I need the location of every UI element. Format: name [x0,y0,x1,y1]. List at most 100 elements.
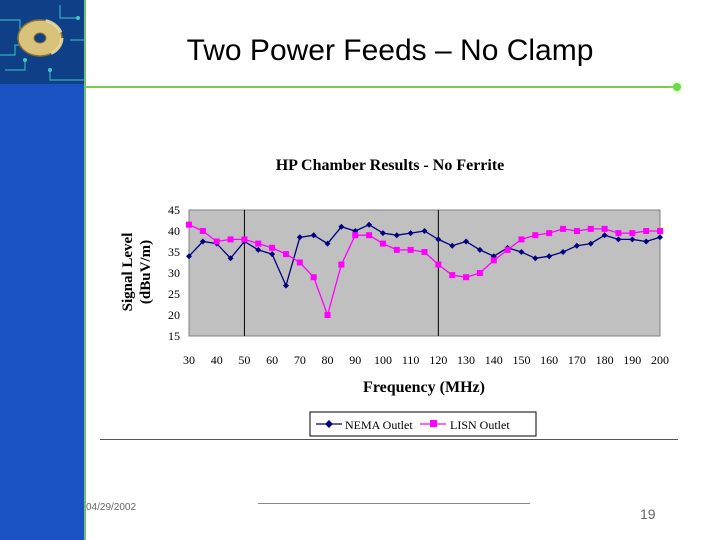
data-point [629,236,636,243]
data-point [282,251,289,258]
data-point [532,255,539,262]
data-point [227,236,234,243]
legend-nema-marker [325,420,333,428]
data-point [421,228,428,234]
y-tick-label: 25 [168,287,180,301]
data-point [282,282,289,289]
data-point [546,230,553,237]
x-tick-label: 120 [429,353,447,367]
data-point [657,228,663,234]
accent-dot [673,83,681,91]
data-point [255,246,262,253]
legend-lisn-label: LISN Outlet [450,418,510,432]
data-point [338,223,345,230]
x-tick-label: 40 [211,353,223,367]
data-point [379,230,386,237]
y-axis-label-line2: (dBuV/m) [138,240,154,304]
y-tick-label: 40 [168,224,180,238]
footer-center-line [258,503,530,504]
data-point [241,236,248,243]
x-tick-label: 110 [402,353,420,367]
reference-lines [243,210,439,336]
footer-divider [100,439,678,440]
data-point [490,257,497,264]
x-axis-label: Frequency (MHz) [363,379,485,396]
data-point [476,270,483,276]
x-tick-label: 70 [294,353,306,367]
data-point [255,240,262,247]
x-tick-label: 150 [512,353,530,367]
data-point [476,246,483,253]
y-tick-label: 30 [168,266,180,280]
data-point [324,312,331,318]
x-tick-label: 170 [568,353,586,367]
data-point [504,246,511,253]
data-point [463,238,470,245]
data-point [393,246,400,253]
accent-vertical-line [84,0,86,540]
x-tick-label: 100 [374,353,392,367]
data-point [615,230,622,237]
y-tick-label: 45 [168,203,180,217]
y-tick-label: 35 [168,245,180,259]
data-point [657,234,663,241]
data-point [296,234,303,241]
data-point [338,261,345,268]
disc-logo-icon [0,0,84,84]
data-point [532,232,539,239]
x-tick-label: 180 [596,353,614,367]
data-point [199,228,206,234]
data-point [573,228,580,234]
series-lisn-outlet [186,221,663,318]
data-point [463,274,470,281]
sidebar-band [0,0,84,540]
data-point [449,242,456,249]
series [186,221,663,318]
data-point [227,255,234,262]
data-point [560,249,567,255]
data-point [296,259,303,266]
legend-nema-label: NEMA Outlet [345,418,413,432]
x-tick-label: 140 [485,353,503,367]
data-point [601,232,608,239]
legend: NEMA Outlet LISN Outlet [309,411,537,437]
y-axis-label-line1: Signal Level [120,233,136,312]
data-point [269,244,276,251]
data-point [366,221,373,228]
data-point [629,230,636,237]
page-number: 19 [640,506,656,522]
x-tick-label: 160 [540,353,558,367]
y-tick-labels: 15 20 25 30 35 40 45 [168,203,180,343]
legend-lisn-marker [430,420,437,427]
data-point [560,225,567,232]
data-point [366,232,373,239]
data-point [186,253,192,260]
data-point [449,272,456,279]
footer-date: 04/29/2002 [86,502,137,513]
x-tick-label: 130 [457,353,475,367]
x-tick-label: 190 [623,353,641,367]
data-point [601,225,608,232]
data-point [310,274,317,281]
data-point [518,236,525,243]
data-point [199,238,206,245]
data-point [546,253,553,260]
x-tick-label: 30 [183,353,195,367]
title-underline [86,86,678,88]
data-point [573,242,580,249]
data-point [324,240,331,247]
data-point [269,251,276,258]
data-point [587,240,594,247]
data-point [615,236,622,243]
y-tick-label: 15 [168,329,180,343]
data-point [379,240,386,247]
data-point [421,249,428,255]
y-tick-label: 20 [168,308,180,322]
data-point [310,232,317,239]
data-point [393,232,400,239]
data-point [518,249,525,255]
x-tick-label: 60 [266,353,278,367]
x-tick-label: 200 [651,353,669,367]
data-point [186,221,192,228]
